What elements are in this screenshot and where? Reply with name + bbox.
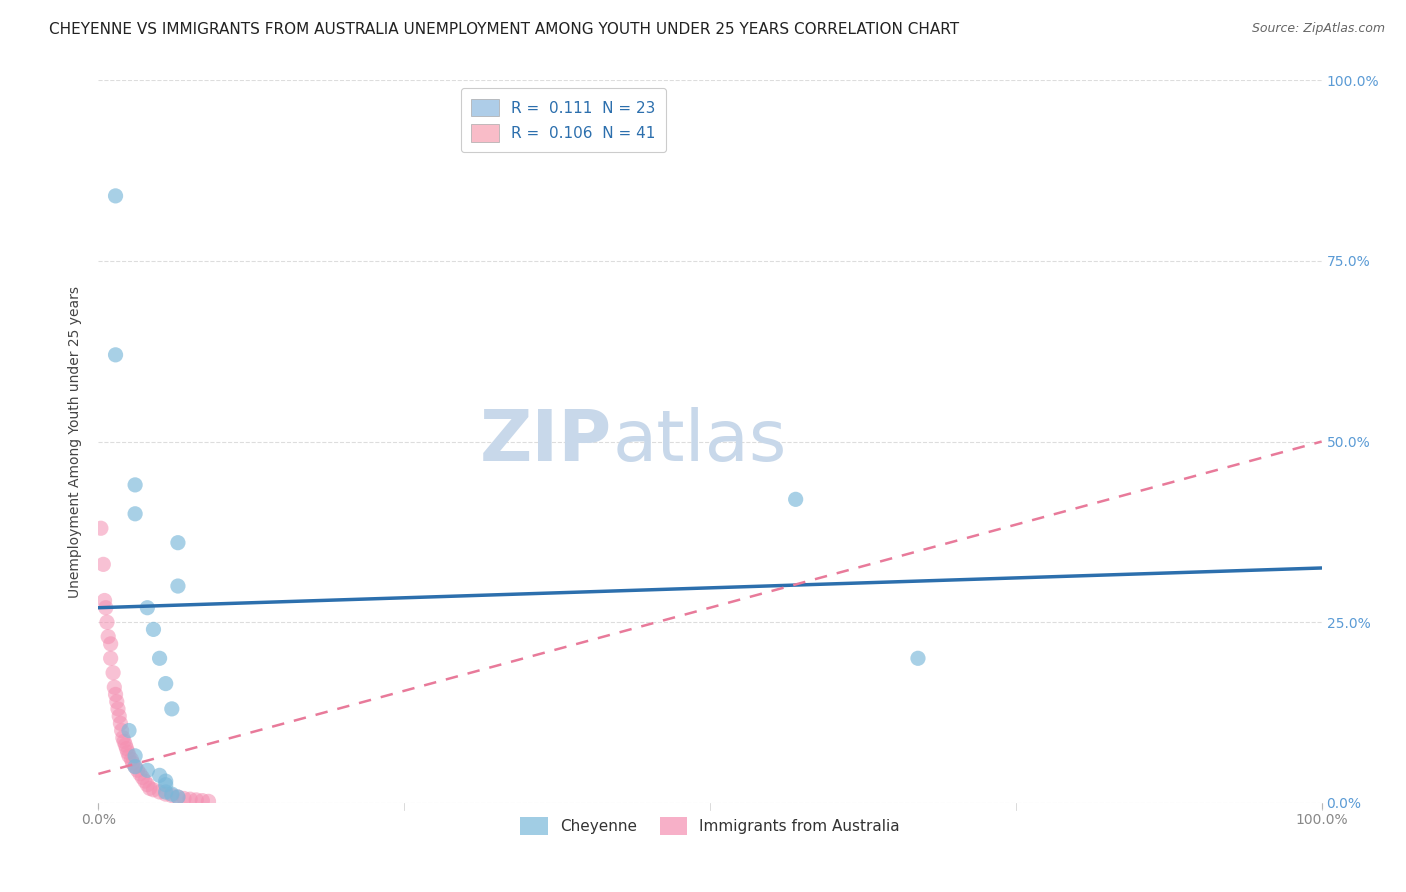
Point <box>108 709 131 723</box>
Point <box>124 478 146 492</box>
Point <box>107 702 129 716</box>
Text: atlas: atlas <box>612 407 786 476</box>
Point <box>136 764 159 778</box>
Point <box>907 651 929 665</box>
Point <box>136 600 159 615</box>
Point <box>155 774 177 789</box>
Point <box>139 781 162 796</box>
Point <box>104 687 127 701</box>
Point <box>136 778 159 792</box>
Point <box>197 794 219 808</box>
Point <box>96 615 118 630</box>
Point <box>149 785 172 799</box>
Point <box>121 756 143 770</box>
Point <box>127 764 149 778</box>
Text: Source: ZipAtlas.com: Source: ZipAtlas.com <box>1251 22 1385 36</box>
Point <box>155 787 177 801</box>
Point <box>124 507 146 521</box>
Point <box>105 695 128 709</box>
Point <box>167 790 190 805</box>
Point <box>124 748 146 763</box>
Point <box>149 768 172 782</box>
Point <box>155 676 177 690</box>
Point <box>91 558 114 572</box>
Point <box>97 630 120 644</box>
Point <box>155 785 177 799</box>
Text: CHEYENNE VS IMMIGRANTS FROM AUSTRALIA UNEMPLOYMENT AMONG YOUTH UNDER 25 YEARS CO: CHEYENNE VS IMMIGRANTS FROM AUSTRALIA UN… <box>49 22 959 37</box>
Point <box>90 521 112 535</box>
Point <box>115 741 138 756</box>
Point <box>120 752 142 766</box>
Point <box>179 792 201 806</box>
Point <box>118 748 141 763</box>
Point <box>94 600 117 615</box>
Point <box>129 767 152 781</box>
Point <box>142 623 165 637</box>
Text: ZIP: ZIP <box>479 407 612 476</box>
Point <box>155 778 177 792</box>
Point <box>131 771 153 785</box>
Point <box>111 731 134 745</box>
Point <box>117 745 139 759</box>
Point <box>167 579 190 593</box>
Point <box>110 716 132 731</box>
Point <box>167 790 190 805</box>
Point <box>100 651 122 665</box>
Point <box>104 189 127 203</box>
Y-axis label: Unemployment Among Youth under 25 years: Unemployment Among Youth under 25 years <box>69 285 83 598</box>
Point <box>149 651 172 665</box>
Point <box>191 794 214 808</box>
Point <box>160 702 183 716</box>
Point <box>103 680 125 694</box>
Point <box>93 593 115 607</box>
Point <box>124 760 146 774</box>
Point <box>111 723 134 738</box>
Point <box>160 787 183 801</box>
Legend: Cheyenne, Immigrants from Australia: Cheyenne, Immigrants from Australia <box>509 806 911 846</box>
Point <box>100 637 122 651</box>
Point <box>173 791 195 805</box>
Point <box>785 492 807 507</box>
Point <box>101 665 124 680</box>
Point <box>104 348 127 362</box>
Point <box>124 760 146 774</box>
Point <box>134 774 156 789</box>
Point <box>118 723 141 738</box>
Point <box>167 535 190 549</box>
Point <box>186 793 208 807</box>
Point <box>112 734 135 748</box>
Point <box>114 738 136 752</box>
Point <box>142 782 165 797</box>
Point <box>160 789 183 803</box>
